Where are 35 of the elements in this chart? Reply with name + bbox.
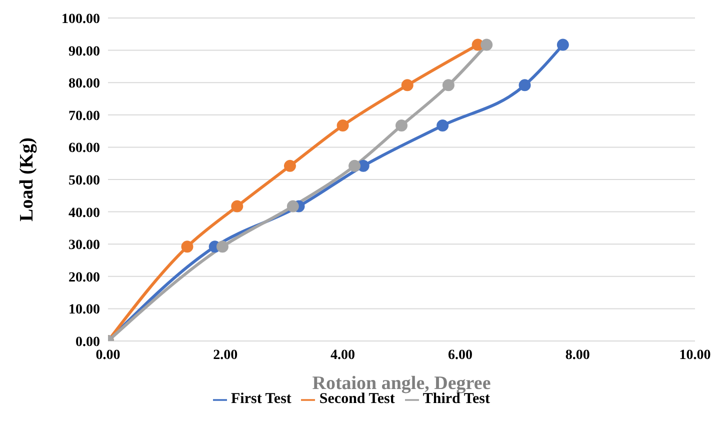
- y-axis-title: Load (Kg): [16, 138, 38, 222]
- point: [518, 79, 531, 92]
- point: [231, 200, 244, 212]
- point: [286, 200, 299, 212]
- x-tick-label: 0.00: [96, 348, 120, 363]
- legend-label: Second Test: [319, 391, 395, 407]
- x-tick-label: 6.00: [448, 348, 472, 363]
- y-tick-label: 0.00: [76, 334, 100, 350]
- point: [480, 38, 493, 51]
- point: [181, 240, 194, 253]
- y-tick-label: 10.00: [68, 302, 100, 318]
- point: [436, 120, 449, 132]
- y-tick-label: 20.00: [68, 270, 100, 286]
- x-tick-label: 10.00: [679, 348, 711, 363]
- point: [336, 120, 349, 132]
- y-tick-label: 100.00: [62, 12, 100, 27]
- y-tick-label: 40.00: [68, 206, 100, 221]
- y-tick-label: 30.00: [68, 238, 100, 254]
- point: [401, 79, 414, 92]
- legend-label: First Test: [231, 391, 292, 407]
- x-tick-label: 8.00: [565, 348, 590, 363]
- y-tick-label: 80.00: [68, 76, 100, 92]
- point: [396, 120, 408, 132]
- point: [556, 38, 569, 51]
- point: [284, 160, 296, 172]
- x-tick-label: 2.00: [213, 348, 238, 363]
- y-tick-label: 70.00: [68, 108, 100, 124]
- point: [442, 79, 454, 92]
- y-tick-label: 90.00: [68, 44, 100, 60]
- y-tick-label: 50.00: [68, 173, 100, 188]
- point: [348, 160, 361, 172]
- x-tick-label: 4.00: [330, 348, 356, 363]
- x-axis-title: Rotaion angle, Degree: [312, 373, 491, 394]
- point: [216, 240, 228, 253]
- y-tick-label: 60.00: [68, 141, 100, 156]
